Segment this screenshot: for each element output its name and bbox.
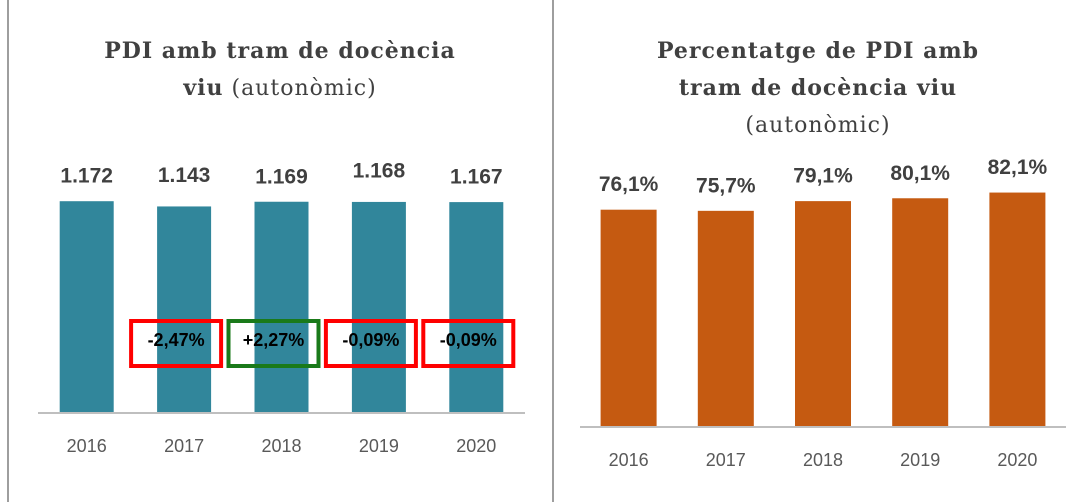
x-tick-label: 2018 bbox=[803, 450, 843, 470]
bar bbox=[351, 201, 406, 413]
change-box bbox=[323, 319, 418, 368]
bar bbox=[157, 206, 212, 413]
value-label: 1.143 bbox=[158, 164, 211, 187]
chart-title: PDI amb tram de docència bbox=[104, 38, 456, 64]
chart-title: viu (autonòmic) bbox=[182, 75, 376, 101]
value-label: 80,1% bbox=[890, 162, 950, 185]
chart-title: Percentatge de PDI amb bbox=[657, 38, 979, 64]
x-tick-label: 2016 bbox=[67, 436, 107, 456]
change-label: -0,09% bbox=[440, 330, 497, 350]
bar bbox=[449, 202, 504, 413]
bar bbox=[892, 198, 949, 427]
bar bbox=[59, 201, 114, 413]
change-box bbox=[226, 319, 321, 368]
value-label: 1.169 bbox=[255, 165, 308, 188]
x-tick-label: 2020 bbox=[997, 450, 1037, 470]
chart-title: tram de docència viu bbox=[679, 75, 957, 101]
x-tick-label: 2017 bbox=[164, 436, 204, 456]
value-label: 1.168 bbox=[353, 159, 406, 182]
bar bbox=[989, 192, 1046, 427]
x-tick-label: 2016 bbox=[609, 450, 649, 470]
x-tick-label: 2019 bbox=[900, 450, 940, 470]
bar bbox=[795, 201, 851, 427]
chart-title: viu bbox=[182, 75, 223, 101]
change-label: -0,09% bbox=[342, 330, 399, 350]
x-tick-label: 2017 bbox=[706, 450, 746, 470]
bar bbox=[254, 201, 309, 413]
x-tick-label: 2019 bbox=[359, 436, 399, 456]
change-box bbox=[421, 319, 516, 368]
value-label: 76,1% bbox=[599, 173, 659, 196]
x-tick-label: 2018 bbox=[261, 436, 301, 456]
value-label: 82,1% bbox=[988, 156, 1048, 179]
bar bbox=[600, 209, 657, 427]
change-label: -2,47% bbox=[148, 330, 205, 350]
x-tick-label: 2020 bbox=[456, 436, 496, 456]
chart-subtitle: (autonòmic) bbox=[231, 76, 376, 101]
bar bbox=[697, 210, 754, 427]
chart-subtitle: (autonòmic) bbox=[745, 113, 890, 138]
value-label: 1.172 bbox=[60, 165, 113, 188]
value-label: 79,1% bbox=[793, 165, 853, 188]
change-box bbox=[129, 319, 224, 368]
value-label: 75,7% bbox=[696, 174, 756, 197]
change-label: +2,27% bbox=[243, 330, 305, 350]
value-label: 1.167 bbox=[450, 166, 503, 189]
